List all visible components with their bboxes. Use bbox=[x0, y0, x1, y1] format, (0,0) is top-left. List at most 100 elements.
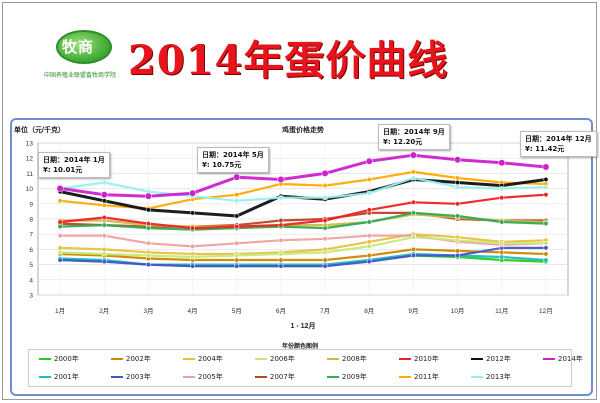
series-line-2006年 bbox=[60, 236, 546, 259]
data-point bbox=[234, 253, 240, 258]
legend-swatch bbox=[471, 376, 483, 378]
logo-badge bbox=[56, 30, 112, 64]
legend-label: 2011年 bbox=[414, 373, 439, 381]
data-point bbox=[278, 195, 284, 201]
series-line-2002年 bbox=[60, 248, 546, 262]
data-point bbox=[190, 263, 196, 269]
data-point bbox=[366, 207, 372, 213]
data-point bbox=[543, 257, 549, 263]
y-tick-label: 3 bbox=[29, 293, 33, 300]
legend-swatch bbox=[399, 358, 411, 360]
data-point bbox=[57, 249, 63, 255]
series-line-2013年 bbox=[59, 176, 546, 202]
x-tick-label: 8月 bbox=[364, 307, 374, 315]
data-point bbox=[410, 175, 416, 181]
y-tick-label: 6 bbox=[29, 247, 33, 254]
data-point bbox=[100, 191, 108, 199]
data-point bbox=[234, 213, 240, 219]
data-point bbox=[543, 240, 549, 246]
data-point bbox=[410, 253, 416, 258]
data-point bbox=[101, 198, 107, 204]
legend-label: 2001年 bbox=[54, 373, 79, 381]
data-point bbox=[454, 156, 462, 164]
data-point bbox=[455, 237, 461, 243]
data-point bbox=[57, 245, 63, 251]
data-point bbox=[455, 201, 461, 207]
legend-label: 2002年 bbox=[126, 355, 151, 363]
x-tick-label: 7月 bbox=[320, 307, 330, 315]
y-tick-label: 8 bbox=[29, 217, 33, 224]
data-point bbox=[543, 251, 549, 257]
legend-swatch bbox=[111, 376, 123, 378]
legend-label: 2007年 bbox=[270, 373, 295, 381]
data-point bbox=[101, 246, 107, 252]
legend-entry: 2010年 bbox=[399, 354, 439, 364]
data-point bbox=[190, 210, 196, 216]
legend-swatch bbox=[471, 358, 483, 360]
x-tick-label: 2月 bbox=[99, 307, 109, 315]
data-point bbox=[57, 233, 63, 239]
data-point bbox=[234, 192, 240, 198]
series-line-2014年 bbox=[59, 153, 547, 198]
data-point bbox=[57, 257, 63, 263]
x-tick-label: 12月 bbox=[539, 307, 553, 315]
legend-label: 2003年 bbox=[126, 373, 151, 381]
callout-price: ¥: 10.75元 bbox=[202, 161, 242, 169]
legend-label: 2010年 bbox=[414, 355, 439, 363]
x-tick-label: 10月 bbox=[451, 307, 465, 315]
data-point bbox=[322, 236, 328, 242]
x-tick-label: 1月 bbox=[55, 307, 65, 315]
legend-swatch bbox=[183, 376, 195, 378]
banner-title: 2014年蛋价曲线 bbox=[128, 37, 449, 84]
callout-date: 日期：2014年 9月 bbox=[383, 128, 445, 136]
data-point bbox=[144, 192, 152, 200]
legend-label: 2006年 bbox=[270, 355, 295, 363]
logo-text: 牧商 bbox=[62, 38, 95, 56]
data-point bbox=[366, 259, 372, 265]
y-tick-label: 11 bbox=[26, 171, 33, 178]
data-point bbox=[455, 253, 461, 258]
data-point bbox=[101, 202, 107, 208]
data-point bbox=[409, 151, 417, 159]
data-point bbox=[322, 183, 328, 189]
data-point bbox=[455, 248, 461, 254]
data-point bbox=[145, 207, 151, 213]
data-point bbox=[543, 245, 549, 251]
callout-jan: 日期：2014年 1月 ¥: 10.01元 bbox=[38, 152, 110, 178]
data-point bbox=[366, 243, 372, 249]
data-point bbox=[278, 237, 284, 243]
data-point bbox=[455, 175, 461, 181]
legend-entry: 2009年 bbox=[327, 372, 367, 382]
legend-swatch bbox=[183, 358, 195, 360]
x-axis-label: 1 - 12月 bbox=[291, 322, 316, 330]
callout-price: ¥: 12.20元 bbox=[383, 138, 423, 146]
data-point bbox=[366, 253, 372, 258]
data-point bbox=[101, 222, 107, 228]
legend-label: 2012年 bbox=[486, 355, 511, 363]
x-tick-label: 6月 bbox=[276, 307, 286, 315]
series-line-2003年 bbox=[60, 246, 546, 268]
data-point bbox=[277, 176, 285, 183]
legend-entry: 2003年 bbox=[111, 372, 151, 382]
data-point bbox=[366, 219, 372, 225]
series-line-2004年 bbox=[60, 233, 546, 256]
data-point bbox=[366, 233, 372, 239]
x-tick-label: 3月 bbox=[143, 307, 153, 315]
data-point bbox=[56, 184, 64, 192]
series-line-2009年 bbox=[60, 211, 546, 231]
data-point bbox=[234, 257, 240, 263]
data-point bbox=[542, 163, 550, 171]
legend-entry: 2008年 bbox=[327, 354, 367, 364]
data-point bbox=[234, 263, 240, 269]
data-point bbox=[57, 198, 63, 204]
data-point bbox=[278, 257, 284, 263]
legend-swatch bbox=[327, 358, 339, 360]
data-point bbox=[499, 240, 505, 246]
data-point bbox=[101, 259, 107, 265]
logo-subtitle: 中国养殖业联盟畜牧商学院 bbox=[44, 72, 117, 79]
data-point bbox=[321, 169, 329, 177]
y-tick-label: 7 bbox=[29, 232, 33, 239]
data-point bbox=[145, 225, 151, 231]
data-point bbox=[499, 219, 505, 225]
callout-may: 日期：2014年 5月 ¥: 10.75元 bbox=[197, 147, 269, 173]
